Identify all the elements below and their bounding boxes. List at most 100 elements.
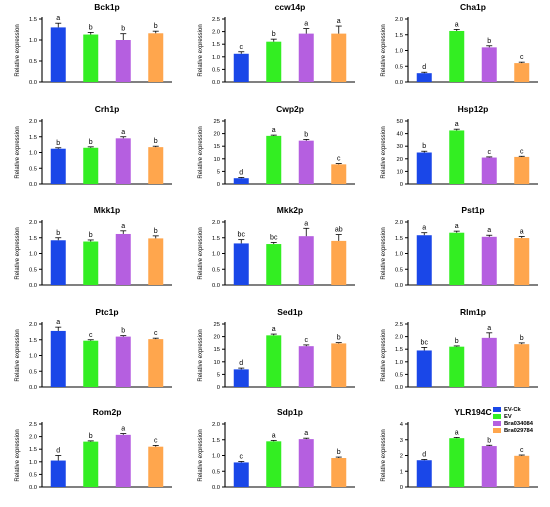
y-tick-label: 2.5: [212, 17, 220, 23]
legend-label: Bra034084: [504, 420, 534, 427]
chart-panel-mkk1p: Mkk1p Relative expression 0.0 0.5 1.0 1.5 2.0 b…: [0, 203, 183, 303]
y-tick-label: 1.5: [212, 438, 220, 444]
y-axis-label: Relative expression: [198, 227, 204, 279]
significance-letter: a: [455, 21, 459, 28]
y-tick-label: 0.0: [395, 283, 403, 289]
y-tick-label: 0.5: [212, 469, 220, 475]
y-tick-label: 1.0: [212, 252, 220, 258]
chart-title: Sdp1p: [277, 407, 303, 417]
y-tick-label: 10: [397, 169, 403, 175]
significance-letter: bc: [270, 234, 278, 241]
y-axis-label: Relative expression: [15, 227, 21, 279]
bar: [148, 446, 164, 487]
y-tick-label: 2.5: [29, 422, 37, 428]
y-tick-label: 25: [214, 119, 220, 125]
chart-panel-sed1p: Sed1p Relative expression 0 5 10 15 20 25 d a c b: [183, 305, 366, 405]
significance-letter: c: [154, 437, 158, 444]
y-axis-label: Relative expression: [15, 429, 21, 481]
bar: [115, 434, 131, 487]
significance-letter: b: [337, 335, 341, 342]
bar: [233, 53, 249, 82]
legend-label: EV: [504, 413, 512, 420]
y-tick-label: 1: [400, 469, 403, 475]
bar: [148, 339, 164, 387]
y-tick-label: 1.0: [29, 38, 37, 44]
y-tick-label: 0.0: [212, 485, 220, 491]
bar: [331, 458, 347, 487]
bar: [148, 147, 164, 184]
chart-svg: Cha1p Relative expression 0.0 0.5 1.0 1.5 2.0 d…: [381, 2, 538, 86]
chart-title: Mkk2p: [277, 205, 303, 215]
significance-letter: a: [304, 220, 308, 227]
significance-letter: a: [520, 228, 524, 235]
chart-svg: Mkk1p Relative expression 0.0 0.5 1.0 1.5 2.0 b…: [15, 205, 172, 289]
significance-letter: b: [121, 328, 125, 335]
chart-title: Cha1p: [460, 2, 486, 12]
y-axis-label: Relative expression: [198, 329, 204, 381]
bar: [266, 244, 282, 285]
y-tick-label: 1.5: [29, 135, 37, 141]
y-tick-label: 2.0: [212, 422, 220, 428]
y-tick-label: 5: [217, 372, 220, 378]
y-tick-label: 2.0: [29, 119, 37, 125]
legend-swatch: [493, 414, 501, 419]
y-tick-label: 1.0: [29, 460, 37, 466]
bar: [298, 346, 314, 387]
y-tick-label: 1.0: [395, 360, 403, 366]
significance-letter: b: [154, 228, 158, 235]
chart-title: Rom2p: [93, 407, 122, 417]
y-tick-label: 10: [214, 360, 220, 366]
y-tick-label: 0.0: [212, 283, 220, 289]
y-tick-label: 0.5: [395, 372, 403, 378]
y-tick-label: 2: [400, 454, 403, 460]
bar: [481, 236, 497, 285]
legend-swatch: [493, 428, 501, 433]
significance-letter: c: [154, 330, 158, 337]
y-tick-label: 30: [397, 144, 403, 150]
bar: [233, 462, 249, 487]
significance-letter: a: [304, 21, 308, 28]
significance-letter: a: [272, 127, 276, 134]
y-tick-label: 1.0: [29, 252, 37, 258]
significance-letter: a: [422, 225, 426, 232]
chart-svg: Rom2p Relative expression 0.0 0.5 1.0 1.5 2.0 2…: [15, 407, 172, 491]
significance-letter: b: [337, 449, 341, 456]
y-tick-label: 0.5: [212, 267, 220, 273]
significance-letter: a: [272, 432, 276, 439]
chart-panel-pst1p: Pst1p Relative expression 0.0 0.5 1.0 1.5 2.0 a…: [366, 203, 549, 303]
y-axis-label: Relative expression: [198, 126, 204, 178]
y-tick-label: 1.0: [395, 252, 403, 258]
significance-letter: d: [239, 360, 243, 367]
y-tick-label: 1.5: [395, 347, 403, 353]
chart-panel-sdp1p: Sdp1p Relative expression 0.0 0.5 1.0 1.5 2.0 c…: [183, 405, 366, 505]
significance-letter: c: [240, 453, 244, 460]
y-axis-label: Relative expression: [15, 329, 21, 381]
y-tick-label: 0.0: [29, 182, 37, 188]
bar: [233, 369, 249, 387]
significance-letter: d: [422, 64, 426, 71]
significance-letter: bc: [421, 339, 429, 346]
bar: [50, 27, 66, 82]
bar: [148, 238, 164, 285]
chart-title: Ptc1p: [95, 307, 118, 317]
significance-letter: a: [455, 223, 459, 230]
y-tick-label: 2.5: [395, 322, 403, 328]
y-tick-label: 0.0: [29, 283, 37, 289]
chart-panel-mkk2p: Mkk2p Relative expression 0.0 0.5 1.0 1.5 2.0 b…: [183, 203, 366, 303]
y-tick-label: 0.5: [29, 166, 37, 172]
chart-title: Rlm1p: [460, 307, 486, 317]
bar: [50, 240, 66, 285]
significance-letter: b: [56, 230, 60, 237]
legend-item-ev: EV: [493, 413, 512, 420]
y-tick-label: 1.5: [29, 447, 37, 453]
y-tick-label: 5: [217, 169, 220, 175]
y-tick-label: 40: [397, 132, 403, 138]
legend: EV-Ck EV Bra034084 Bra029784: [493, 406, 550, 448]
y-axis-label: Relative expression: [15, 24, 21, 76]
bar: [83, 241, 99, 285]
chart-svg: Ptc1p Relative expression 0.0 0.5 1.0 1.5 2.0 a…: [15, 307, 172, 391]
significance-letter: b: [89, 232, 93, 239]
y-tick-label: 15: [214, 144, 220, 150]
significance-letter: c: [520, 148, 524, 155]
